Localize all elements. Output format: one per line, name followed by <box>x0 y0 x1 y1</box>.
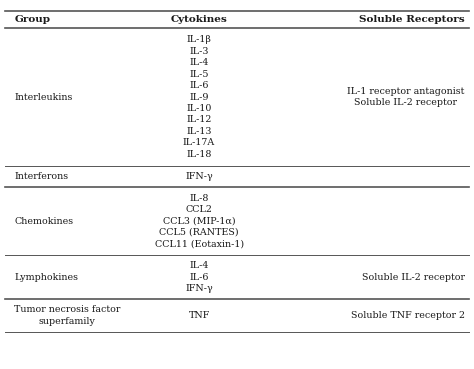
Text: IL-4
IL-6
IFN-γ: IL-4 IL-6 IFN-γ <box>185 261 213 293</box>
Text: Soluble IL-2 receptor: Soluble IL-2 receptor <box>362 273 465 282</box>
Text: Lymphokines: Lymphokines <box>14 273 78 282</box>
Text: Chemokines: Chemokines <box>14 217 73 225</box>
Text: IL-1 receptor antagonist
Soluble IL-2 receptor: IL-1 receptor antagonist Soluble IL-2 re… <box>347 87 465 107</box>
Text: Interleukins: Interleukins <box>14 93 73 101</box>
Text: IFN-γ: IFN-γ <box>185 172 213 181</box>
Text: TNF: TNF <box>188 311 210 320</box>
Text: Group: Group <box>14 15 50 24</box>
Text: IL-8
CCL2
CCL3 (MIP-1α)
CCL5 (RANTES)
CCL11 (Eotaxin-1): IL-8 CCL2 CCL3 (MIP-1α) CCL5 (RANTES) CC… <box>155 194 244 248</box>
Text: Interferons: Interferons <box>14 172 68 181</box>
Text: Soluble Receptors: Soluble Receptors <box>359 15 465 24</box>
Text: Tumor necrosis factor
superfamily: Tumor necrosis factor superfamily <box>14 305 120 326</box>
Text: Cytokines: Cytokines <box>171 15 228 24</box>
Text: Soluble TNF receptor 2: Soluble TNF receptor 2 <box>350 311 465 320</box>
Text: IL-1β
IL-3
IL-4
IL-5
IL-6
IL-9
IL-10
IL-12
IL-13
IL-17A
IL-18: IL-1β IL-3 IL-4 IL-5 IL-6 IL-9 IL-10 IL-… <box>183 35 215 159</box>
